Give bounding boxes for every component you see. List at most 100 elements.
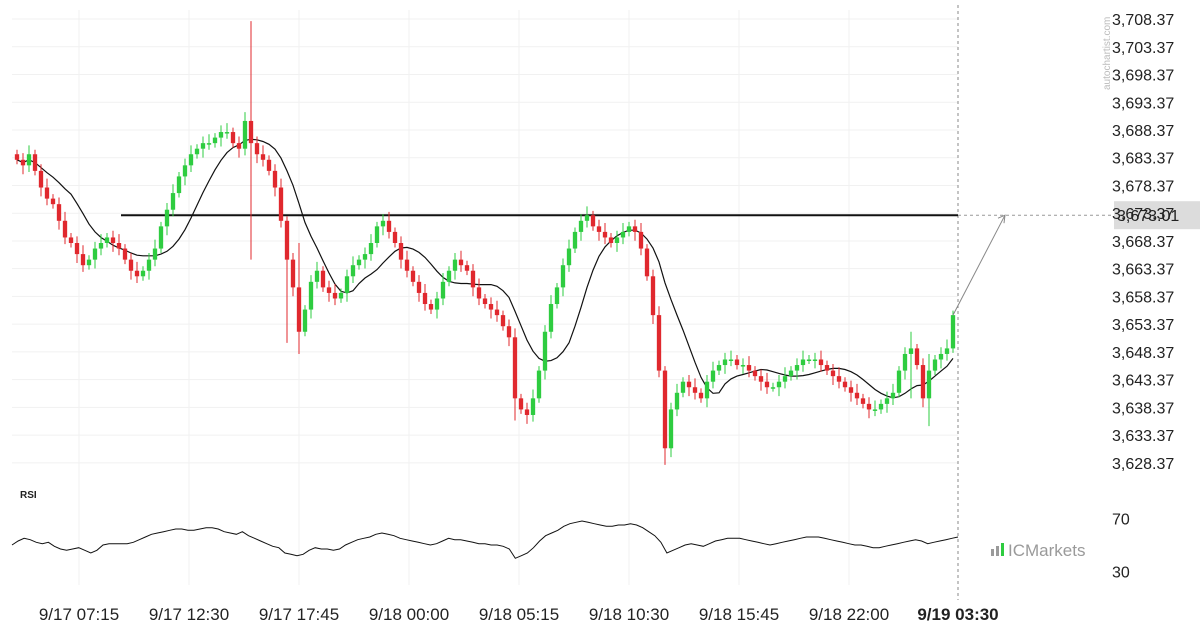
- candle-body: [278, 187, 284, 221]
- candle-body: [446, 270, 452, 282]
- candle-body: [74, 243, 80, 255]
- time-tick-label: 9/17 12:30: [149, 605, 229, 624]
- candle-body: [110, 237, 116, 243]
- candle-body: [416, 281, 422, 293]
- candle-body: [440, 281, 446, 299]
- candle-body: [98, 243, 104, 249]
- candle-body: [854, 392, 860, 399]
- candle-body: [56, 204, 62, 221]
- candle-body: [938, 353, 944, 360]
- candle-body: [710, 370, 716, 382]
- candle-body: [602, 231, 608, 238]
- candle-body: [248, 120, 254, 144]
- candle-body: [62, 220, 68, 238]
- candle-body: [410, 270, 416, 282]
- candle-body: [314, 270, 320, 282]
- candle-body: [608, 237, 614, 243]
- candle-body: [734, 359, 740, 366]
- candle-body: [530, 398, 536, 415]
- time-tick-label: 9/18 15:45: [699, 605, 779, 624]
- candle-body: [20, 159, 26, 166]
- candle-body: [170, 193, 176, 210]
- price-tick-label: 3,688.37: [1112, 123, 1174, 140]
- candle-body: [476, 287, 482, 299]
- grid-lines: [12, 5, 959, 600]
- candle-body: [632, 226, 638, 232]
- candle-body: [824, 365, 830, 371]
- candle-body: [518, 398, 524, 410]
- brand-text: ICMarkets: [1008, 541, 1085, 560]
- candle-body: [914, 348, 920, 366]
- candle-body: [716, 365, 722, 371]
- candle-body: [554, 287, 560, 305]
- time-tick-label: 9/17 17:45: [259, 605, 339, 624]
- brand-logo: ICMarkets: [991, 541, 1085, 560]
- forecast-arrow: [952, 214, 1006, 316]
- candle-body: [704, 381, 710, 399]
- candle-body: [338, 292, 344, 299]
- forecast-arrow-head: [997, 214, 1006, 224]
- candle-body: [794, 365, 800, 371]
- rsi-line: [11, 520, 959, 559]
- candle-body: [302, 309, 308, 332]
- candle-body: [176, 176, 182, 194]
- candle-body: [92, 248, 98, 260]
- candle-body: [86, 259, 92, 266]
- price-axis: 3,708.37 3,703.37 3,698.37 3,693.37 3,688.37…: [1112, 12, 1174, 473]
- candle-body: [902, 353, 908, 371]
- candle-body: [650, 276, 656, 316]
- candle-body: [722, 359, 728, 366]
- candle-body: [188, 154, 194, 166]
- candle-body: [212, 137, 218, 144]
- candle-body: [374, 226, 380, 243]
- candle-body: [788, 370, 794, 377]
- candle-body: [746, 365, 752, 371]
- price-tick-label: 3,708.37: [1112, 12, 1174, 29]
- candle-body: [800, 359, 806, 366]
- price-tick-label: 3,693.37: [1112, 95, 1174, 112]
- candle-body: [932, 359, 938, 371]
- candles: [14, 21, 956, 465]
- candle-body: [626, 226, 632, 232]
- brand-bar-icon: [1001, 543, 1004, 556]
- candle-body: [524, 409, 530, 415]
- candle-body: [686, 381, 692, 388]
- candle-body: [818, 359, 824, 366]
- candle-body: [500, 315, 506, 327]
- candle-body: [494, 309, 500, 316]
- price-tick-label: 3,633.37: [1112, 428, 1174, 445]
- candle-body: [728, 359, 734, 361]
- candle-body: [452, 259, 458, 271]
- candle-body: [572, 231, 578, 249]
- candle-body: [260, 154, 266, 160]
- candle-body: [464, 265, 470, 271]
- candle-body: [812, 359, 818, 361]
- candle-body: [776, 381, 782, 388]
- candle-body: [758, 376, 764, 382]
- candle-body: [536, 370, 542, 399]
- candle-body: [782, 376, 788, 382]
- candle-body: [104, 237, 110, 243]
- candle-body: [566, 248, 572, 266]
- candle-body: [428, 304, 434, 310]
- time-tick-label: 9/18 22:00: [809, 605, 889, 624]
- candle-body: [584, 215, 590, 221]
- candle-body: [458, 259, 464, 266]
- candle-body: [578, 220, 584, 232]
- candle-body: [392, 231, 398, 243]
- candle-body: [920, 365, 926, 399]
- candle-body: [68, 237, 74, 243]
- candle-body: [350, 265, 356, 277]
- candle-body: [140, 270, 146, 277]
- candle-body: [680, 381, 686, 393]
- candle-body: [506, 326, 512, 338]
- candle-body: [230, 132, 236, 144]
- candle-body: [950, 315, 956, 349]
- candle-body: [224, 132, 230, 134]
- time-tick-label: 9/18 00:00: [369, 605, 449, 624]
- candle-body: [908, 348, 914, 354]
- candle-body: [926, 370, 932, 399]
- price-tick-label: 3,673.37: [1112, 206, 1174, 223]
